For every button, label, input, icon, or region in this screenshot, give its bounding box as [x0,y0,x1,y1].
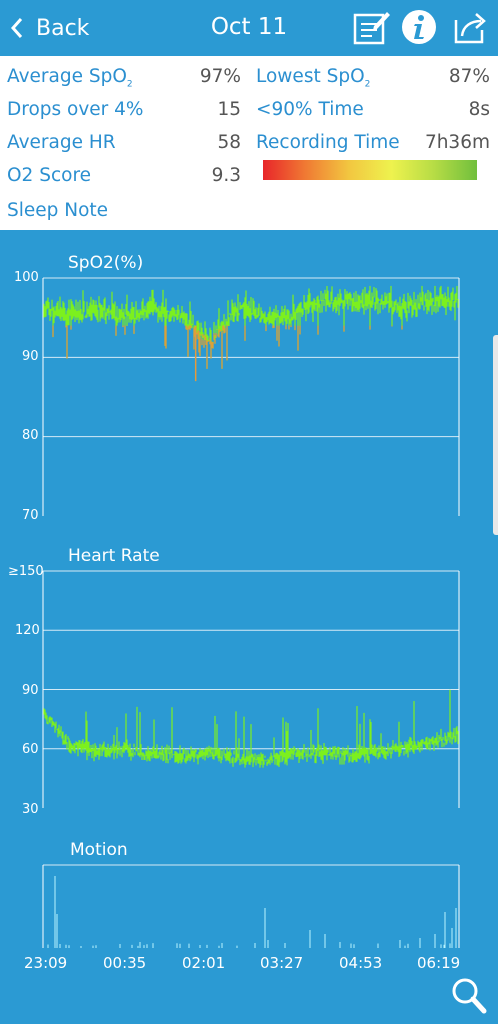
spo2-chart [42,277,460,516]
recording-time-label: Recording Time [256,132,400,153]
hr-y-tick: ≥150 [8,564,44,579]
x-tick: 06:19 [417,954,461,972]
x-tick: 04:53 [339,954,383,972]
hr-y-tick: 30 [22,802,39,817]
drops-value: 15 [217,99,241,120]
hr-y-tick: 90 [22,683,39,698]
lowest-spo2-label: Lowest SpO2 [256,66,371,90]
motion-chart-title: Motion [70,840,128,860]
page-title: Oct 11 [210,14,288,40]
edit-note-icon[interactable] [352,8,390,46]
drops-label: Drops over 4% [7,99,144,120]
sleep-note-button[interactable]: Sleep Note [7,200,109,221]
back-button[interactable]: Back [10,10,89,46]
o2-score-value: 9.3 [211,165,241,186]
x-tick: 03:27 [260,954,304,972]
spo2-y-tick: 90 [22,349,39,364]
share-icon[interactable] [451,8,489,46]
below90-label: <90% Time [256,99,364,120]
x-tick: 00:35 [103,954,147,972]
x-tick: 23:09 [24,954,68,972]
spo2-y-tick: 80 [22,428,39,443]
hr-y-tick: 120 [15,623,40,638]
top-bar: Back Oct 11 [0,0,498,56]
x-tick: 02:01 [182,954,226,972]
below90-value: 8s [468,99,490,120]
average-spo2-value: 97% [199,66,241,87]
motion-chart [42,864,460,948]
lowest-spo2-value: 87% [448,66,490,87]
scrollbar[interactable] [493,335,498,535]
spo2-y-tick: 70 [22,508,39,523]
info-icon[interactable] [400,8,438,46]
hr-chart-title: Heart Rate [68,546,160,566]
chevron-left-icon [10,18,23,38]
o2-score-label: O2 Score [7,165,92,186]
average-spo2-label: Average SpO2 [7,66,133,90]
hr-y-tick: 60 [22,742,39,757]
summary-panel: Average SpO2 97% Lowest SpO2 87% Drops o… [0,56,498,230]
recording-time-value: 7h36m [424,132,490,153]
back-label: Back [36,15,90,41]
zoom-icon[interactable] [448,975,488,1015]
spo2-chart-title: SpO2(%) [68,253,144,273]
average-hr-value: 58 [217,132,241,153]
heart-rate-chart [42,570,460,808]
spo2-y-tick: 100 [14,270,39,285]
o2-score-gradient-bar [263,160,477,180]
average-hr-label: Average HR [7,132,116,153]
